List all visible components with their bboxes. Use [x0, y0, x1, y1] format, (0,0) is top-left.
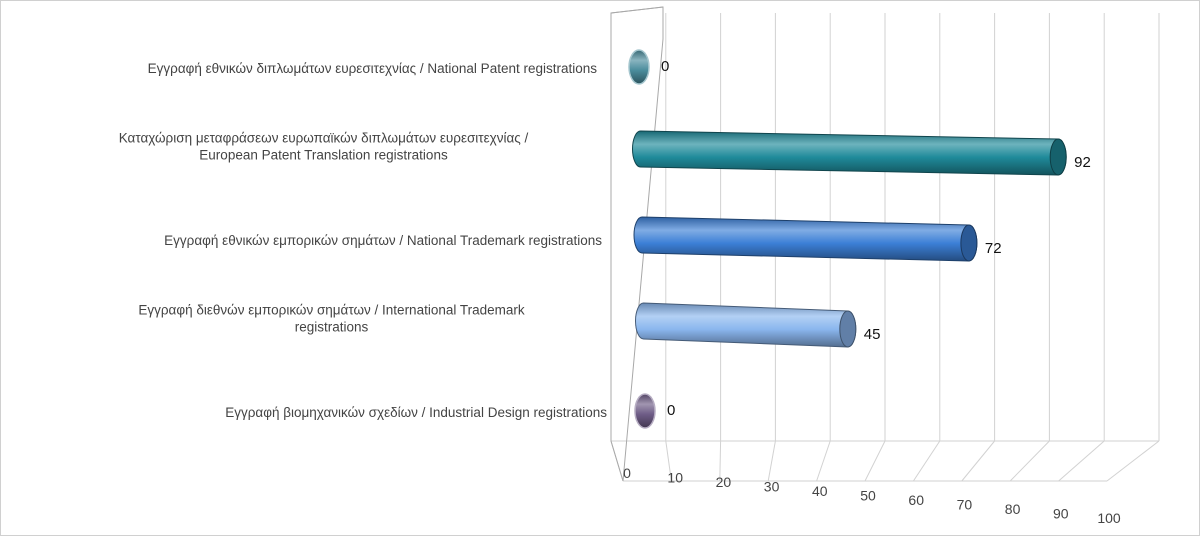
data-label: 92 [1074, 154, 1091, 171]
bar [632, 130, 1067, 176]
category-label-line: Καταχώριση μεταφράσεων ευρωπαϊκών διπλωμ… [119, 131, 529, 146]
bar [634, 393, 656, 429]
tick-label: 70 [957, 497, 973, 513]
tick-label: 60 [908, 492, 924, 508]
tick-label: 100 [1097, 510, 1121, 526]
floor-gridline [912, 440, 941, 482]
tick-label: 90 [1053, 506, 1069, 522]
floor-gridline [767, 440, 776, 482]
tick-label: 30 [764, 479, 780, 495]
floor-gridline [719, 440, 722, 482]
data-label: 0 [661, 58, 669, 75]
tick-label: 0 [623, 465, 631, 481]
category-label-line: Εγγραφή διεθνών εμπορικών σημάτων / Inte… [138, 303, 524, 318]
floor-gridline [1106, 440, 1160, 482]
category-label-line: Εγγραφή βιομηχανικών σχεδίων / Industria… [225, 405, 607, 420]
floor-gridline [864, 440, 886, 482]
floor-gridline [1009, 440, 1050, 482]
side-wall-top [610, 6, 664, 14]
bar-end-cap [1049, 138, 1067, 176]
category-label-line: registrations [295, 320, 369, 335]
tick-label: 80 [1005, 501, 1021, 517]
category-label: Εγγραφή βιομηχανικών σχεδίων / Industria… [225, 405, 607, 420]
data-label: 0 [667, 402, 675, 419]
category-label-line: Εγγραφή εθνικών εμπορικών σημάτων / Nati… [164, 233, 602, 248]
bar [633, 216, 978, 262]
category-labels: Εγγραφή εθνικών διπλωμάτων ευρεσιτεχνίας… [119, 61, 608, 420]
bar-body [632, 130, 1067, 176]
tick-label: 10 [667, 470, 683, 486]
category-label: Εγγραφή εθνικών διπλωμάτων ευρεσιτεχνίας… [148, 61, 598, 76]
floor-gridline [665, 440, 672, 482]
bar [635, 302, 857, 348]
tick-label: 20 [716, 474, 732, 490]
category-label-line: Εγγραφή εθνικών διπλωμάτων ευρεσιτεχνίας… [148, 61, 598, 76]
bar-zero-cap [628, 49, 650, 85]
category-label-line: European Patent Translation registration… [199, 148, 448, 163]
bar-zero-cap [634, 393, 656, 429]
category-label: Εγγραφή διεθνών εμπορικών σημάτων / Inte… [138, 303, 524, 335]
data-label: 72 [985, 240, 1002, 257]
data-label: 45 [864, 326, 881, 343]
floor-gridline [961, 440, 995, 482]
bars [628, 49, 1067, 429]
floor-gridline [816, 440, 831, 482]
tick-label: 50 [860, 488, 876, 504]
value-labels: 0 92 72 45 0 [661, 58, 1091, 419]
floor-gridline [1058, 440, 1105, 482]
x-axis-ticks: 0 10 20 30 40 50 60 70 80 90 100 [623, 465, 1121, 526]
bar [628, 49, 650, 85]
bar-end-cap [839, 310, 857, 348]
bar-body [633, 216, 978, 262]
category-label: Καταχώριση μεταφράσεων ευρωπαϊκών διπλωμ… [119, 131, 529, 163]
bar-body [635, 302, 857, 348]
category-label: Εγγραφή εθνικών εμπορικών σημάτων / Nati… [164, 233, 602, 248]
bar-end-cap [960, 224, 978, 262]
tick-label: 40 [812, 483, 828, 499]
